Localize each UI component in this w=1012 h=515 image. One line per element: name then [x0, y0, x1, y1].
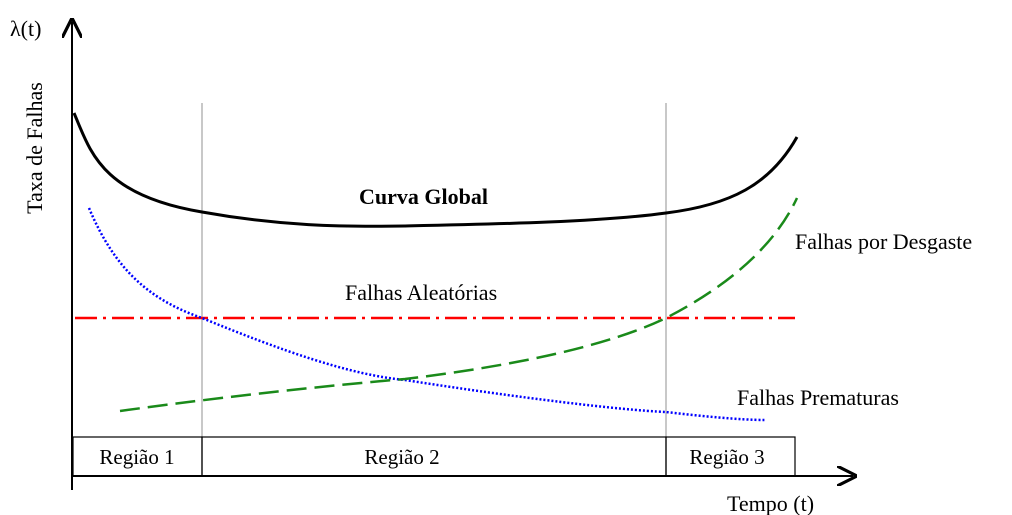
region-label-1: Região 1	[99, 445, 174, 469]
random-failures-label: Falhas Aleatórias	[345, 280, 497, 305]
wear-out-failures-curve	[119, 197, 799, 413]
wear-out-label: Falhas por Desgaste	[795, 229, 972, 254]
global-curve-label: Curva Global	[359, 184, 488, 209]
region-label-2: Região 2	[364, 445, 439, 469]
premature-failures-label: Falhas Prematuras	[737, 385, 899, 410]
region-label-3: Região 3	[689, 445, 764, 469]
region-box-3	[665, 436, 796, 477]
y-axis-symbol: λ(t)	[10, 16, 41, 41]
x-axis-label: Tempo (t)	[727, 491, 814, 515]
y-axis-label: Taxa de Falhas	[22, 82, 47, 214]
global-curve	[72, 112, 799, 228]
premature-failures-curve	[87, 207, 766, 422]
